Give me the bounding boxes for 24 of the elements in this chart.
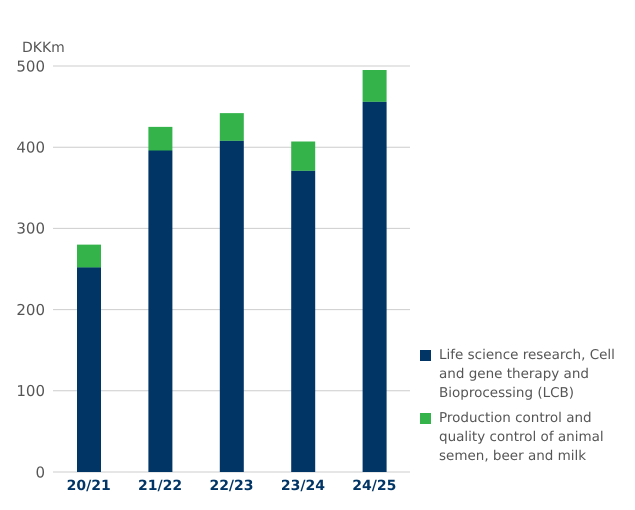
bar bbox=[77, 244, 101, 268]
legend-label: Life science research, Cell and gene therapy and Bioprocessing (LCB) bbox=[439, 346, 616, 403]
y-tick-label: 100 bbox=[16, 382, 45, 400]
bar bbox=[291, 170, 316, 472]
bar bbox=[148, 126, 172, 150]
bar bbox=[148, 150, 172, 472]
x-tick-label: 23/24 bbox=[280, 478, 326, 494]
bar bbox=[220, 113, 244, 141]
y-axis-title: DKKm bbox=[22, 40, 65, 56]
x-tick-label: 21/22 bbox=[138, 478, 182, 494]
bar bbox=[220, 140, 244, 472]
legend-label: Production control and quality control of animal semen, beer and milk bbox=[439, 409, 605, 466]
bar bbox=[362, 102, 387, 472]
y-tick-label: 500 bbox=[16, 57, 45, 76]
y-tick-label: 400 bbox=[16, 138, 45, 157]
x-tick-label: 20/21 bbox=[66, 478, 111, 494]
y-tick-label: 0 bbox=[35, 463, 45, 482]
y-tick-label: 300 bbox=[16, 220, 45, 238]
x-tick-label: 22/23 bbox=[209, 478, 254, 494]
bar bbox=[362, 70, 387, 102]
bar bbox=[77, 267, 101, 472]
x-tick-label: 24/25 bbox=[352, 478, 396, 494]
y-tick-label: 200 bbox=[16, 300, 45, 319]
bar bbox=[291, 142, 316, 171]
